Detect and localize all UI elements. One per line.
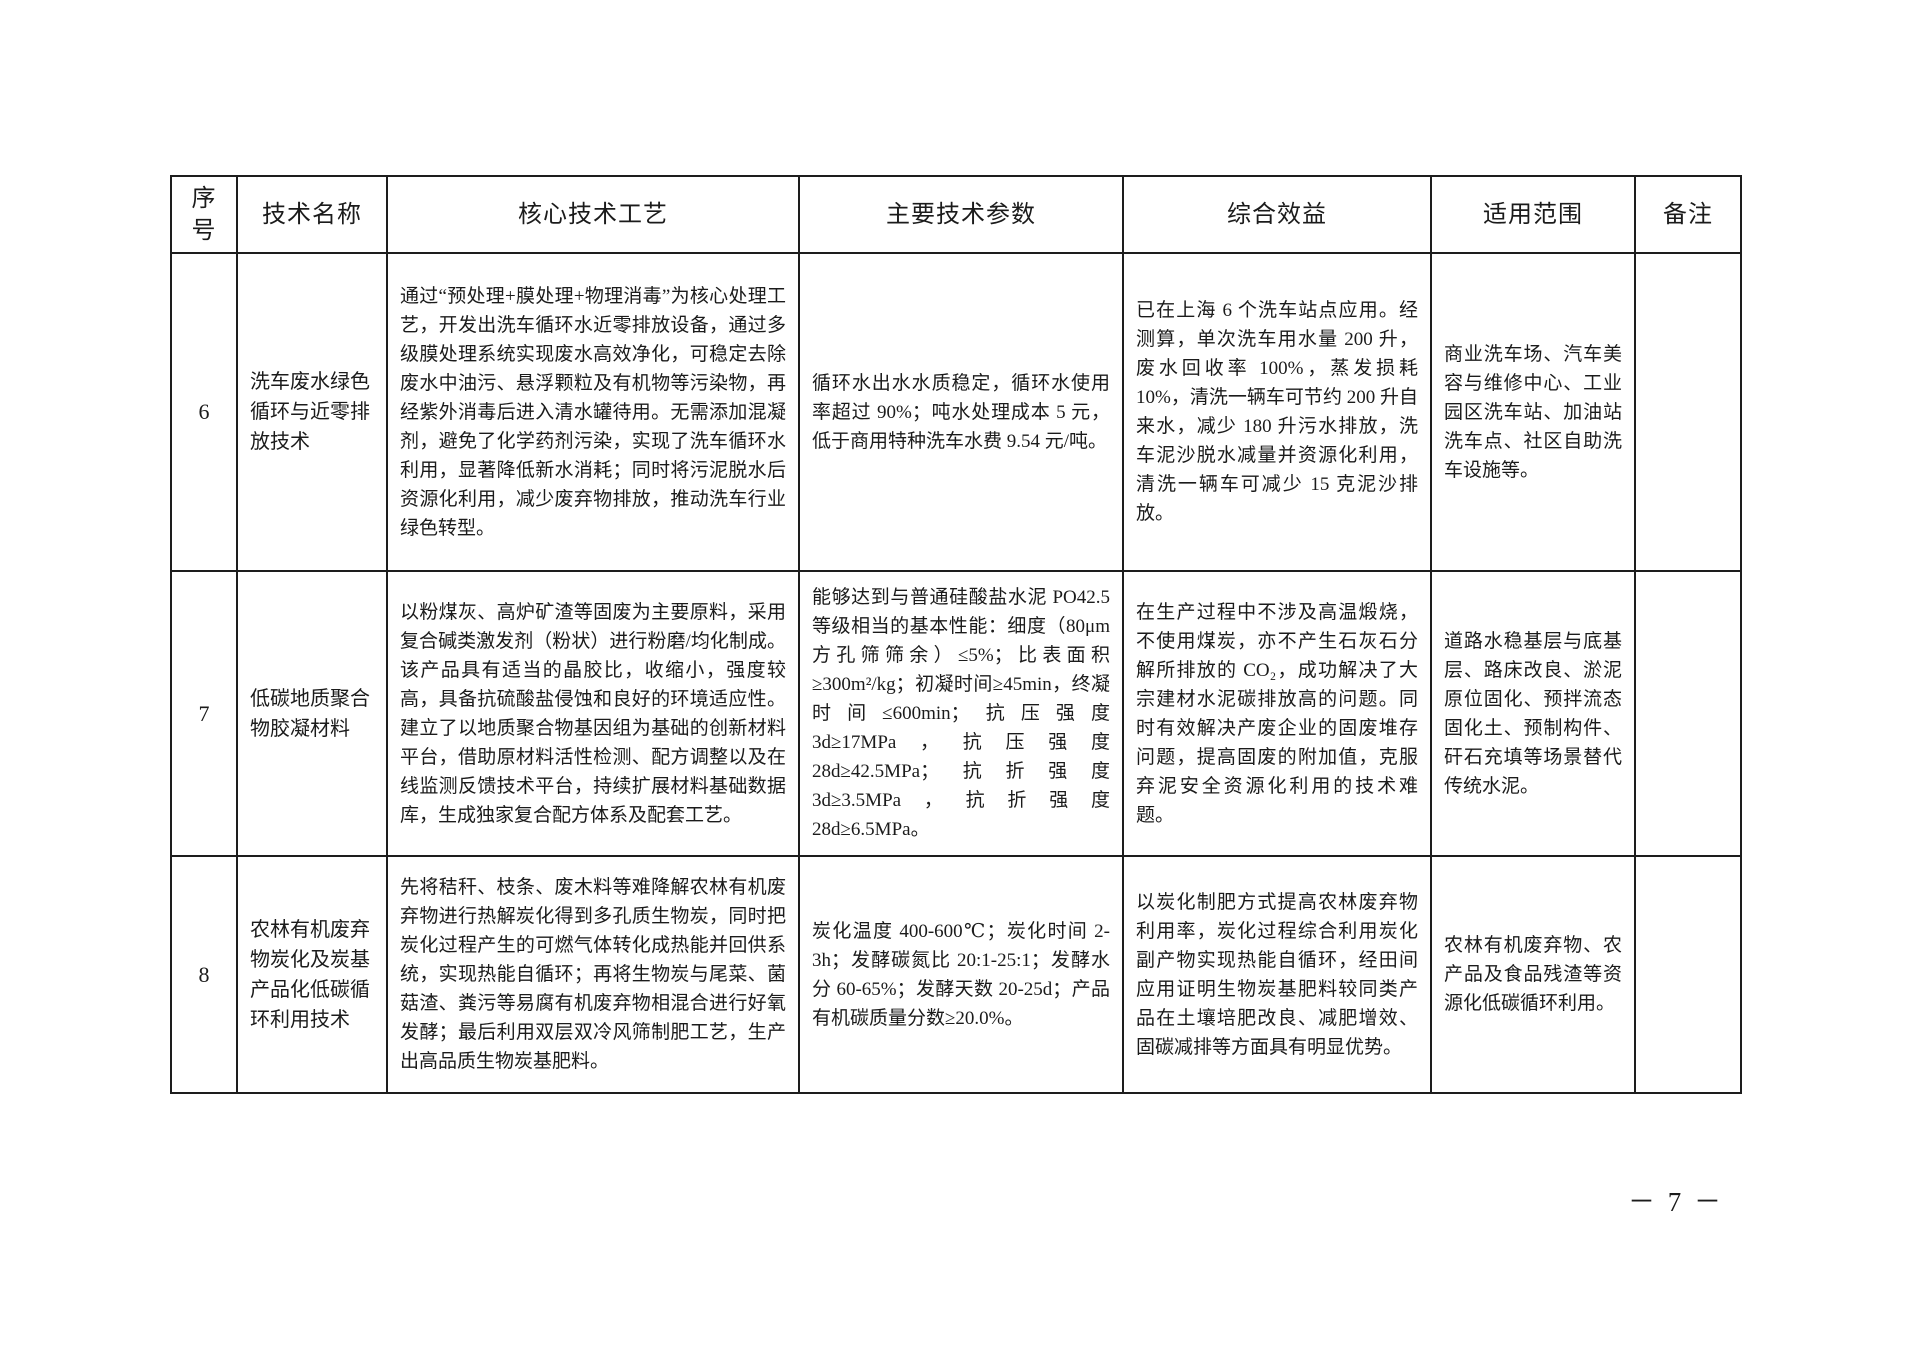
technology-table: 序号 技术名称 核心技术工艺 主要技术参数 综合效益 适用范围 备注 6 洗车废… — [170, 175, 1742, 1094]
header-remark: 备注 — [1634, 175, 1742, 254]
row-8-tech-name: 农林有机废弃物炭化及炭基产品化低碳循环利用技术 — [236, 855, 388, 1094]
row-7-process: 以粉煤灰、高炉矿渣等固废为主要原料，采用复合碱类激发剂（粉状）进行粉磨/均化制成… — [386, 570, 800, 857]
row-8-params: 炭化温度 400-600℃；炭化时间 2-3h；发酵碳氮比 20:1-25:1；… — [798, 855, 1124, 1094]
header-name: 技术名称 — [236, 175, 388, 254]
table-header-row: 序号 技术名称 核心技术工艺 主要技术参数 综合效益 适用范围 备注 — [170, 175, 1742, 254]
header-no: 序号 — [170, 175, 238, 254]
table-row: 6 洗车废水绿色循环与近零排放技术 通过“预处理+膜处理+物理消毒”为核心处理工… — [170, 252, 1742, 572]
row-8-remark — [1634, 855, 1742, 1094]
row-7-remark — [1634, 570, 1742, 857]
row-6-process: 通过“预处理+膜处理+物理消毒”为核心处理工艺，开发出洗车循环水近零排放设备，通… — [386, 252, 800, 572]
row-6-params: 循环水出水水质稳定，循环水使用率超过 90%；吨水处理成本 5 元，低于商用特种… — [798, 252, 1124, 572]
row-7-params: 能够达到与普通硅酸盐水泥 PO42.5 等级相当的基本性能：细度（80μm 方孔… — [798, 570, 1124, 857]
row-6-benefit: 已在上海 6 个洗车站点应用。经测算，单次洗车用水量 200 升，废水回收率 1… — [1122, 252, 1432, 572]
row-7-tech-name: 低碳地质聚合物胶凝材料 — [236, 570, 388, 857]
row-8-process: 先将秸秆、枝条、废木料等难降解农林有机废弃物进行热解炭化得到多孔质生物炭，同时把… — [386, 855, 800, 1094]
row-7-scope: 道路水稳基层与底基层、路床改良、淤泥原位固化、预拌流态固化土、预制构件、矸石充填… — [1430, 570, 1636, 857]
header-process: 核心技术工艺 — [386, 175, 800, 254]
row-8-number: 8 — [170, 855, 238, 1094]
header-scope: 适用范围 — [1430, 175, 1636, 254]
row-7-number: 7 — [170, 570, 238, 857]
row-6-tech-name: 洗车废水绿色循环与近零排放技术 — [236, 252, 388, 572]
row-6-scope: 商业洗车场、汽车美容与维修中心、工业园区洗车站、加油站洗车点、社区自助洗车设施等… — [1430, 252, 1636, 572]
table-row: 8 农林有机废弃物炭化及炭基产品化低碳循环利用技术 先将秸秆、枝条、废木料等难降… — [170, 855, 1742, 1094]
table-row: 7 低碳地质聚合物胶凝材料 以粉煤灰、高炉矿渣等固废为主要原料，采用复合碱类激发… — [170, 570, 1742, 857]
row-8-benefit: 以炭化制肥方式提高农林废弃物利用率，炭化过程综合利用炭化副产物实现热能自循环，经… — [1122, 855, 1432, 1094]
row-8-scope: 农林有机废弃物、农产品及食品残渣等资源化低碳循环利用。 — [1430, 855, 1636, 1094]
header-params: 主要技术参数 — [798, 175, 1124, 254]
row-7-benefit: 在生产过程中不涉及高温煅烧，不使用煤炭，亦不产生石灰石分解所排放的 CO₂，成功… — [1122, 570, 1432, 857]
page-number: － 7 － — [1628, 1187, 1724, 1217]
header-benefit: 综合效益 — [1122, 175, 1432, 254]
row-6-remark — [1634, 252, 1742, 572]
row-6-number: 6 — [170, 252, 238, 572]
